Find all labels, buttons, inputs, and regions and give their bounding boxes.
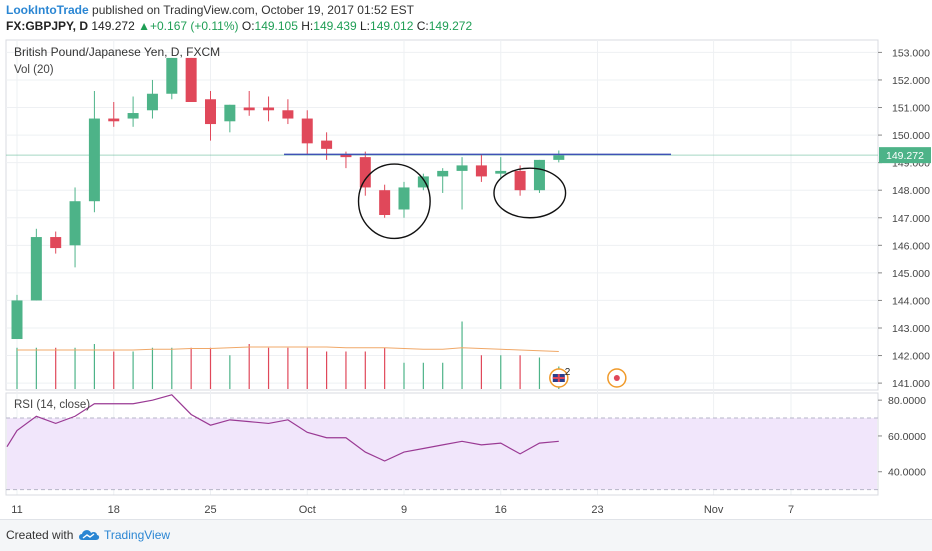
candle-body xyxy=(514,170,526,191)
candle-body xyxy=(263,107,275,111)
close-value: 149.272 xyxy=(428,19,473,33)
x-tick-label: 16 xyxy=(495,504,507,516)
candle-body xyxy=(475,165,487,177)
candle-body xyxy=(437,170,449,177)
price-chart[interactable]: 153.000152.000151.000150.000149.000148.0… xyxy=(0,36,932,519)
high-label: H: xyxy=(301,19,314,33)
open-label: O: xyxy=(241,19,255,33)
candle-body xyxy=(456,165,468,171)
rsi-tick-label: 80.0000 xyxy=(888,395,926,407)
x-tick-label: Oct xyxy=(299,504,316,516)
created-with-text: Created with xyxy=(6,528,74,542)
main-pane xyxy=(5,39,879,391)
volume-ma-line xyxy=(17,346,559,352)
rsi-line xyxy=(6,394,559,462)
candle-body xyxy=(88,118,100,202)
x-tick-label: 7 xyxy=(788,504,794,516)
price-change: +0.167 (+0.11%) xyxy=(150,19,239,33)
low-label: L: xyxy=(360,19,371,33)
price-tick-label: 153.000 xyxy=(892,47,930,59)
candle-body xyxy=(185,57,197,103)
event-count-label: 2 xyxy=(565,367,571,378)
price-tick-label: 148.000 xyxy=(892,185,930,197)
publish-info: LookIntoTrade published on TradingView.c… xyxy=(6,2,414,18)
x-tick-label: 23 xyxy=(591,504,603,516)
candle-body xyxy=(553,155,565,160)
tradingview-cloud-icon xyxy=(79,530,100,540)
current-price-tag xyxy=(879,147,931,164)
x-tick-label: 25 xyxy=(204,504,216,516)
price-tick-label: 143.000 xyxy=(892,323,930,335)
candle-body xyxy=(379,190,391,215)
candle-body xyxy=(417,176,429,188)
candle-body xyxy=(398,187,410,210)
published-text: published on TradingView.com, October 19… xyxy=(92,3,414,17)
tradingview-link[interactable]: TradingView xyxy=(104,528,171,542)
candle-body xyxy=(243,107,255,111)
candle-body xyxy=(495,170,507,174)
candle-body xyxy=(533,159,545,191)
high-value: 149.439 xyxy=(313,19,357,33)
price-tick-label: 150.000 xyxy=(892,130,930,142)
candle-body xyxy=(282,110,294,119)
price-tick-label: 146.000 xyxy=(892,240,930,252)
candle-body xyxy=(30,237,42,301)
x-tick-label: Nov xyxy=(704,504,724,516)
current-price-label: 149.272 xyxy=(886,150,924,162)
price-tick-label: 144.000 xyxy=(892,295,930,307)
ohlc-header: FX:GBPJPY, D 149.272 ▲+0.167 (+0.11%) O:… xyxy=(6,19,472,34)
candle-body xyxy=(301,118,313,144)
candle-body xyxy=(205,99,216,125)
chart-title: British Pound/Japanese Yen, D, FXCM xyxy=(14,45,220,59)
close-label: C: xyxy=(416,19,429,33)
rsi-label: RSI (14, close) xyxy=(14,399,90,411)
ellipse-annotation xyxy=(357,163,431,240)
symbol-label: FX:GBPJPY, D xyxy=(6,19,89,33)
price-tick-label: 152.000 xyxy=(892,75,930,87)
candle-body xyxy=(224,104,236,122)
rsi-band xyxy=(7,418,877,490)
candle-body xyxy=(359,157,371,188)
rsi-tick-label: 60.0000 xyxy=(888,431,926,443)
candle-body xyxy=(127,113,139,119)
volume-label: Vol (20) xyxy=(14,64,54,76)
low-value: 149.012 xyxy=(370,19,414,33)
event-marker-dot xyxy=(613,375,620,381)
price-tick-label: 145.000 xyxy=(892,268,930,280)
candle-body xyxy=(166,57,178,94)
price-tick-label: 142.000 xyxy=(892,351,930,363)
candle-body xyxy=(340,154,352,158)
triangle-up-icon: ▲ xyxy=(138,19,150,33)
x-tick-label: 18 xyxy=(108,504,120,516)
x-tick-label: 11 xyxy=(11,504,22,516)
candle-body xyxy=(50,237,62,249)
price-tick-label: 151.000 xyxy=(892,103,930,115)
candle-body xyxy=(11,300,23,340)
candle-body xyxy=(146,93,158,111)
open-value: 149.105 xyxy=(254,19,298,33)
last-price: 149.272 xyxy=(91,19,135,33)
ellipse-annotation xyxy=(493,167,567,219)
author-link[interactable]: LookIntoTrade xyxy=(6,3,89,17)
candle-body xyxy=(321,140,333,149)
price-tick-label: 141.000 xyxy=(892,378,930,390)
candle-body xyxy=(69,201,81,246)
price-tick-label: 147.000 xyxy=(892,213,930,225)
footer: Created with TradingView xyxy=(0,519,932,551)
candle-body xyxy=(108,118,120,122)
x-tick-label: 9 xyxy=(401,504,407,516)
rsi-tick-label: 40.0000 xyxy=(888,467,926,479)
